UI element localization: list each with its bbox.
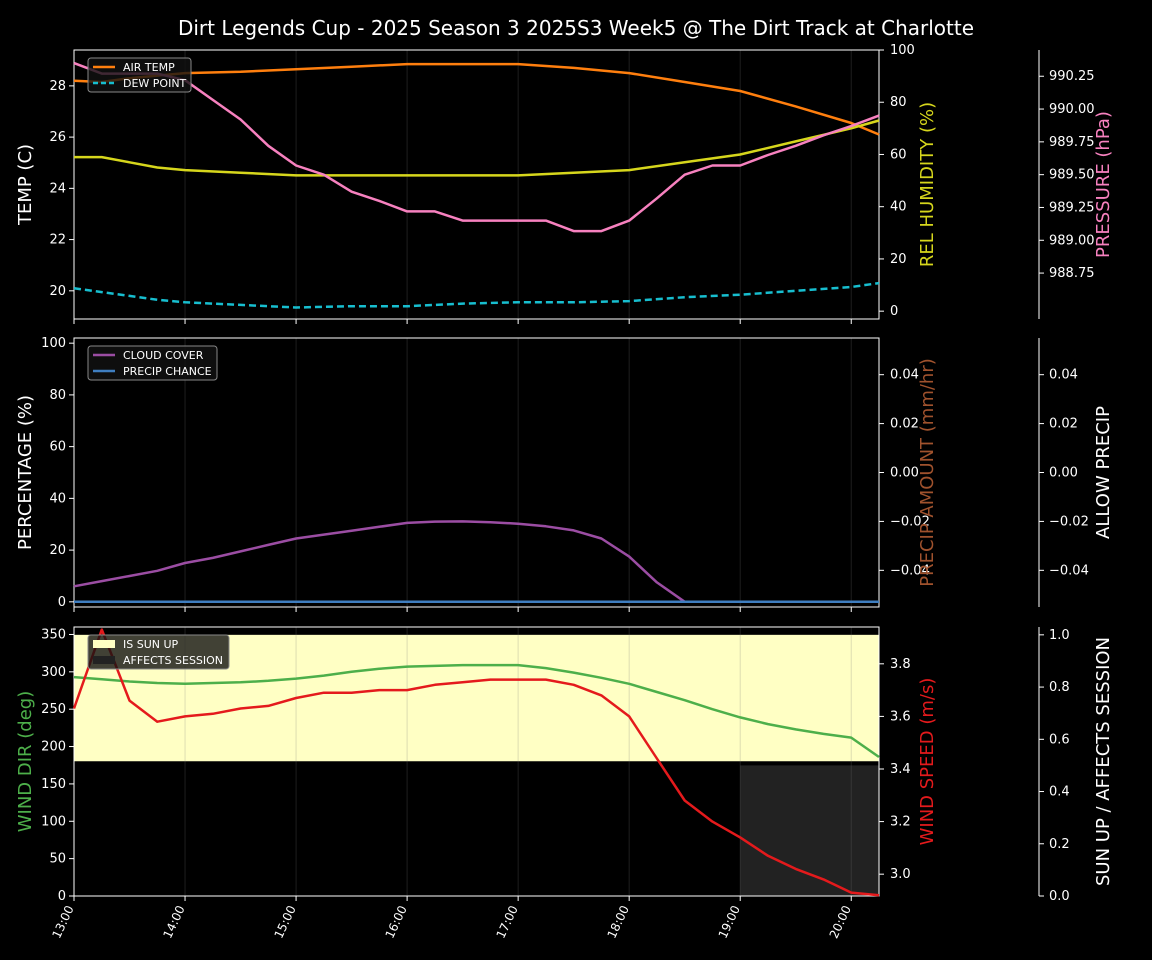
y3-tick-label: 990.25 — [1049, 69, 1095, 84]
y3-tick-label: 0.02 — [1049, 417, 1078, 432]
y2-tick-label: 0 — [890, 304, 898, 319]
legend: AIR TEMP DEW POINT — [87, 57, 192, 93]
y2-tick-label: 40 — [890, 200, 907, 215]
series-pressure — [73, 61, 880, 233]
y2-tick-label: 100 — [890, 43, 915, 58]
legend-swatch — [93, 656, 115, 664]
y-tick-label: 350 — [41, 627, 66, 642]
y-tick-label: 150 — [41, 777, 66, 792]
y3-tick-label: 0.00 — [1049, 466, 1078, 481]
y-tick-label: 26 — [49, 130, 66, 145]
y2-tick-label: 3.6 — [890, 709, 911, 724]
y2-tick-label: 20 — [890, 252, 907, 267]
legend-label: AFFECTS SESSION — [123, 654, 223, 667]
y2-tick-label: 0.00 — [890, 466, 919, 481]
y3-axis-label: ALLOW PRECIP — [1093, 406, 1114, 539]
y-tick-label: 200 — [41, 740, 66, 755]
legend-label: CLOUD COVER — [123, 349, 204, 362]
y-tick-label: 100 — [41, 814, 66, 829]
panel-3: 0 50 100 150 200 250 300 350 3.0 3.2 3.4 3.6 3.8 0.0 0… — [15, 626, 1114, 904]
y-tick-label: 24 — [49, 181, 66, 196]
y3-tick-label: 0.2 — [1049, 837, 1070, 852]
y2-axis-label: PRECIP AMOUNT (mm/hr) — [917, 358, 938, 587]
affects-session-band — [740, 765, 879, 896]
y-axis-label: PERCENTAGE (%) — [15, 395, 36, 550]
y-tick-label: 50 — [49, 852, 66, 867]
y2-tick-label: −0.04 — [890, 563, 930, 578]
y-tick-label: 80 — [49, 388, 66, 403]
y3-tick-label: 989.25 — [1049, 200, 1095, 215]
y-tick-label: 250 — [41, 702, 66, 717]
y3-tick-label: 988.75 — [1049, 266, 1095, 281]
y3-tick-label: 0.6 — [1049, 732, 1070, 747]
legend-box — [87, 634, 230, 670]
series-cloud-cover — [73, 520, 879, 604]
y2-tick-label: 3.2 — [890, 815, 911, 830]
series-wind-speed — [72, 628, 880, 897]
y2-tick-label: 0.02 — [890, 417, 919, 432]
y-tick-label: 22 — [49, 233, 66, 248]
y-tick-label: 20 — [49, 284, 66, 299]
legend-swatch — [93, 640, 115, 648]
y-axis-label: TEMP (C) — [15, 144, 36, 226]
y3-tick-label: 0.04 — [1049, 368, 1078, 383]
y3-tick-label: −0.04 — [1049, 563, 1089, 578]
legend-label: AIR TEMP — [123, 61, 175, 74]
y2-tick-label: 3.8 — [890, 657, 911, 672]
y3-axis-label: SUN UP / AFFECTS SESSION — [1093, 637, 1114, 886]
series-wind-dir — [73, 663, 880, 759]
series-rel-humidity — [74, 119, 880, 177]
y-tick-label: 0 — [58, 889, 66, 904]
y3-tick-label: 989.00 — [1049, 233, 1095, 248]
panel-1: 20 22 24 26 28 0 20 40 60 80 100 988.75 989.00 989.25… — [15, 43, 1114, 324]
y3-tick-label: −0.02 — [1049, 514, 1089, 529]
y3-tick-label: 0.8 — [1049, 680, 1070, 695]
y2-tick-label: 3.0 — [890, 867, 911, 882]
legend-label: DEW POINT — [123, 77, 187, 90]
plot-frame — [73, 49, 880, 320]
y3-tick-label: 989.50 — [1049, 168, 1095, 183]
series-dew-point — [73, 281, 880, 309]
y2-tick-label: 3.4 — [890, 762, 911, 777]
y2-tick-label: 60 — [890, 147, 907, 162]
y2-tick-label: 0.04 — [890, 368, 919, 383]
panel-2: 0 20 40 60 80 100 −0.04 −0.02 0.00 0.02 0.04 −0.04 −… — [15, 336, 1114, 612]
y2-axis-label: WIND SPEED (m/s) — [917, 678, 938, 846]
y-tick-label: 0 — [58, 595, 66, 610]
y-tick-label: 28 — [49, 79, 66, 94]
legend-label: IS SUN UP — [123, 638, 179, 651]
y-axis-label: WIND DIR (deg) — [15, 691, 36, 833]
legend-box — [87, 345, 218, 381]
y3-axis-label: PRESSURE (hPa) — [1093, 111, 1114, 258]
y2-axis-label: REL HUMIDITY (%) — [917, 102, 938, 267]
y-tick-label: 20 — [49, 543, 66, 558]
plot-frame — [73, 626, 880, 897]
y-tick-label: 60 — [49, 440, 66, 455]
y2-tick-label: −0.02 — [890, 514, 930, 529]
y3-tick-label: 0.0 — [1049, 889, 1070, 904]
y3-tick-label: 0.4 — [1049, 785, 1070, 800]
y-tick-label: 40 — [49, 491, 66, 506]
legend: IS SUN UP AFFECTS SESSION — [87, 634, 230, 670]
y3-tick-label: 1.0 — [1049, 628, 1070, 643]
legend-label: PRECIP CHANCE — [123, 365, 212, 378]
y3-tick-label: 990.00 — [1049, 102, 1095, 117]
chart-title: Dirt Legends Cup - 2025 Season 3 2025S3 … — [178, 16, 974, 40]
y2-tick-label: 80 — [890, 95, 907, 110]
y-tick-label: 100 — [41, 336, 66, 351]
y-tick-label: 300 — [41, 665, 66, 680]
legend: CLOUD COVER PRECIP CHANCE — [87, 345, 218, 381]
y3-tick-label: 989.75 — [1049, 135, 1095, 150]
